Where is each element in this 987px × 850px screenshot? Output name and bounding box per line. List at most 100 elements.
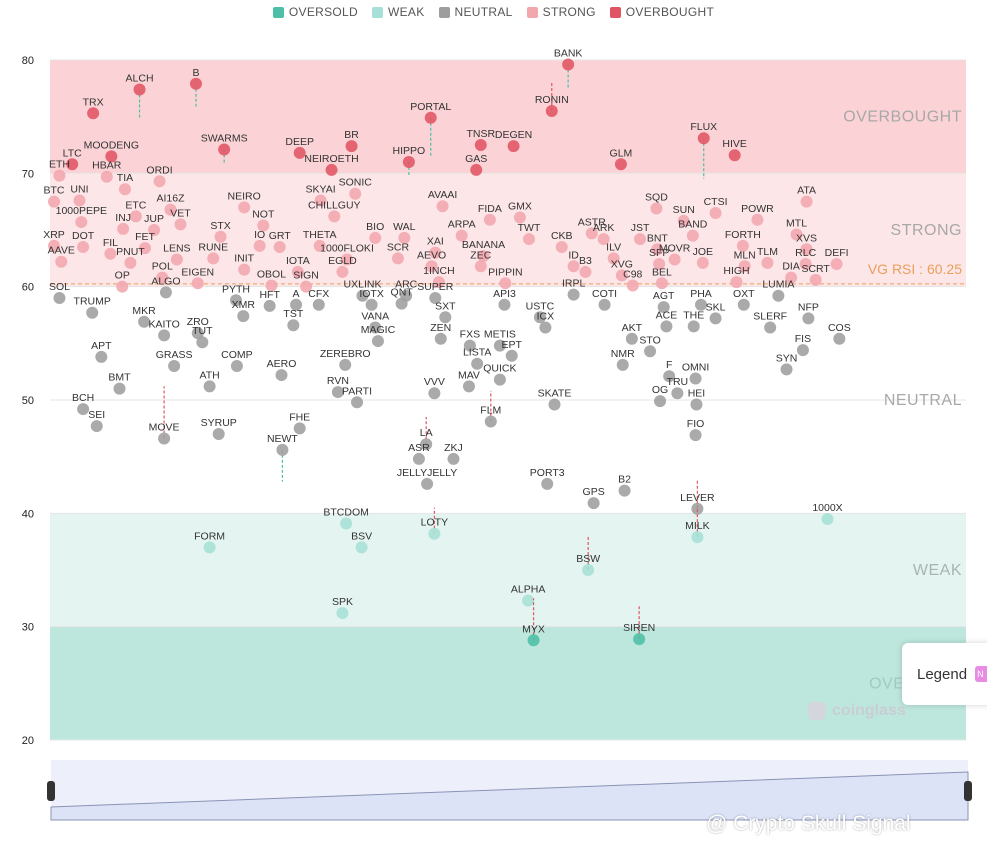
point-fio[interactable]: FIO [687,418,705,442]
point-sun[interactable]: SUN [673,204,695,227]
point-dot[interactable] [325,163,338,176]
point-dot[interactable] [761,256,774,269]
point-dot[interactable] [273,241,286,253]
point-op[interactable]: OP [115,270,130,293]
point-inj[interactable]: INJ [115,212,131,235]
point-1000pepe[interactable]: 1000PEPE [56,205,107,229]
point-qnt[interactable]: QNT [391,287,414,310]
point-dot[interactable] [53,292,66,304]
point-dot[interactable] [830,258,843,270]
point-fet[interactable]: FET [135,231,155,255]
point-dot[interactable] [117,222,130,235]
point-high[interactable]: HIGH [723,265,750,289]
point-dot[interactable] [170,253,183,266]
point-sei[interactable]: SEI [88,409,105,433]
point-b[interactable]: B [189,67,202,107]
point-pyth[interactable]: PYTH [222,283,250,307]
point-bel[interactable]: BEL [652,266,672,290]
point-dot[interactable] [395,297,408,310]
point-dot[interactable] [356,289,369,302]
point-dot[interactable] [138,315,151,328]
point-fis[interactable]: FIS [795,333,811,357]
point-dot[interactable] [314,194,327,207]
point-dot[interactable] [369,321,382,334]
legend-item-weak[interactable]: WEAK [371,5,425,19]
point-dot[interactable] [785,271,798,284]
point-dot[interactable] [799,258,812,270]
point-dot[interactable] [655,277,668,290]
point-jup[interactable]: JUP [144,213,164,236]
point-dot[interactable] [203,541,216,554]
point-mln[interactable]: MLN [734,249,756,273]
point-dot[interactable] [555,241,568,253]
point-dot[interactable] [257,219,270,232]
point-dot[interactable] [650,202,663,215]
point-dot[interactable] [351,396,364,409]
point-api3[interactable]: API3 [493,288,516,311]
point-dot[interactable] [230,294,242,307]
point-dot[interactable] [455,229,468,242]
point-milk[interactable]: MILK [685,506,710,544]
point-ark[interactable]: ARK [593,222,615,246]
point-dot[interactable] [124,256,137,269]
point-dot[interactable] [567,260,580,273]
point-nfp[interactable]: NFP [798,301,819,325]
point-dot[interactable] [218,143,231,156]
point-alpha[interactable]: ALPHA [511,584,545,607]
point-dot[interactable] [265,279,278,292]
point-dot[interactable] [634,233,647,246]
point-dot[interactable] [498,298,511,311]
point-dot[interactable] [587,497,600,510]
point-dot[interactable] [696,256,709,269]
point-dot[interactable] [293,422,306,435]
point-dot[interactable] [567,288,580,301]
legend-item-oversold[interactable]: OVERSOLD [272,5,358,19]
point-dot[interactable] [90,420,103,433]
point-c98[interactable]: C98 [623,269,643,292]
point-dot[interactable] [663,370,676,383]
point-band[interactable]: BAND [678,219,708,242]
point-banana[interactable]: BANANA [462,239,505,263]
point-alch[interactable]: ALCH [126,72,154,119]
point-dot[interactable] [615,269,628,282]
point-dot[interactable] [87,107,100,120]
point-dot[interactable] [607,252,620,265]
point-io[interactable]: IO [253,229,266,252]
point-stx[interactable]: STX [210,220,231,243]
point-quick[interactable]: QUICK [483,363,517,386]
point-eth[interactable]: ETH [49,159,70,182]
point-dot[interactable] [118,183,131,196]
point-dot[interactable] [191,277,204,290]
range-navigator[interactable] [47,760,972,821]
point-dot[interactable] [796,344,809,357]
point-dot[interactable] [230,360,243,372]
point-b2[interactable]: B2 [618,474,631,497]
point-dot[interactable] [585,227,598,240]
point-myx[interactable]: MYX [522,598,545,647]
point-lever[interactable]: LEVER [680,479,715,515]
point-dot[interactable] [657,301,670,314]
point-forth[interactable]: FORTH [725,229,761,252]
point-kaito[interactable]: KAITO [148,318,180,342]
point-zro[interactable]: ZRO [187,316,209,340]
point-dot[interactable] [116,280,129,293]
point-gas[interactable]: GAS [465,153,487,176]
point-dot[interactable] [432,276,445,289]
point-dot[interactable] [164,203,177,216]
point-aevo[interactable]: AEVO [417,249,446,273]
point-cfx[interactable]: CFX [308,288,329,311]
point-agt[interactable]: AGT [653,290,675,314]
point-dot[interactable] [738,260,751,273]
point-ckb[interactable]: CKB [551,230,573,253]
point-dot[interactable] [598,298,611,311]
point-dot[interactable] [238,263,251,276]
point-wal[interactable]: WAL [393,221,416,244]
point-siren[interactable]: SIREN [623,606,655,646]
point-sol[interactable]: SOL [49,281,70,304]
point-init[interactable]: INIT [234,253,255,276]
point-fhe[interactable]: FHE [289,411,310,435]
point-syrup[interactable]: SYRUP [201,417,237,440]
point-neiro[interactable]: NEIRO [228,190,261,214]
point-tia[interactable]: TIA [117,172,133,196]
point-dot[interactable] [429,246,442,259]
